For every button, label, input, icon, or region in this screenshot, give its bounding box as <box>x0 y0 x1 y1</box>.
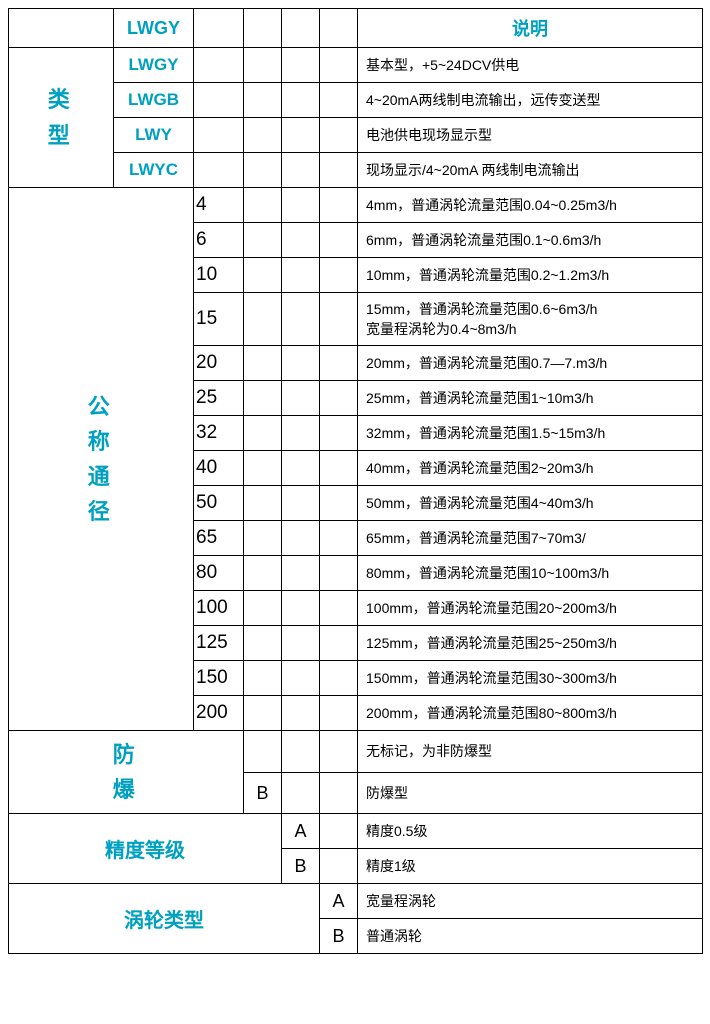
dia-desc: 20mm，普通涡轮流量范围0.7—7.m3/h <box>358 346 703 381</box>
type-desc: 基本型，+5~24DCV供电 <box>358 48 703 83</box>
dia-n: 6 <box>194 223 244 258</box>
turbine-label: 涡轮类型 <box>9 884 320 954</box>
dia-n: 10 <box>194 258 244 293</box>
accuracy-row: 精度等级 A 精度0.5级 <box>9 814 703 849</box>
header-empty <box>320 9 358 48</box>
dia-n: 25 <box>194 381 244 416</box>
type-code: LWY <box>114 118 194 153</box>
type-label: 类 型 <box>9 48 114 188</box>
accuracy-desc: 精度1级 <box>358 849 703 884</box>
dia-desc: 80mm，普通涡轮流量范围10~100m3/h <box>358 556 703 591</box>
header-empty <box>282 9 320 48</box>
header-empty <box>9 9 114 48</box>
accuracy-desc: 精度0.5级 <box>358 814 703 849</box>
explosion-desc: 防爆型 <box>358 772 703 814</box>
dia-n: 200 <box>194 696 244 731</box>
turbine-code: B <box>320 919 358 954</box>
header-empty <box>194 9 244 48</box>
diameter-label: 公 称 通 径 <box>9 188 194 731</box>
turbine-desc: 宽量程涡轮 <box>358 884 703 919</box>
explosion-label: 防 爆 <box>9 731 244 814</box>
type-desc: 现场显示/4~20mA 两线制电流输出 <box>358 153 703 188</box>
dia-desc: 6mm，普通涡轮流量范围0.1~0.6m3/h <box>358 223 703 258</box>
type-desc: 电池供电现场显示型 <box>358 118 703 153</box>
dia-n: 20 <box>194 346 244 381</box>
accuracy-code: B <box>282 849 320 884</box>
dia-desc: 200mm，普通涡轮流量范围80~800m3/h <box>358 696 703 731</box>
turbine-code: A <box>320 884 358 919</box>
type-row: LWY 电池供电现场显示型 <box>9 118 703 153</box>
explosion-row: 防 爆 无标记，为非防爆型 <box>9 731 703 773</box>
header-desc: 说明 <box>358 9 703 48</box>
dia-desc: 40mm，普通涡轮流量范围2~20m3/h <box>358 451 703 486</box>
dia-desc: 150mm，普通涡轮流量范围30~300m3/h <box>358 661 703 696</box>
accuracy-code: A <box>282 814 320 849</box>
dia-desc: 10mm，普通涡轮流量范围0.2~1.2m3/h <box>358 258 703 293</box>
type-row: LWYC 现场显示/4~20mA 两线制电流输出 <box>9 153 703 188</box>
dia-n: 15 <box>194 293 244 346</box>
type-row: LWGB 4~20mA两线制电流输出，远传变送型 <box>9 83 703 118</box>
dia-n: 80 <box>194 556 244 591</box>
turbine-row: 涡轮类型 A 宽量程涡轮 <box>9 884 703 919</box>
explosion-desc: 无标记，为非防爆型 <box>358 731 703 773</box>
dia-desc: 4mm，普通涡轮流量范围0.04~0.25m3/h <box>358 188 703 223</box>
type-code: LWGB <box>114 83 194 118</box>
type-code: LWGY <box>114 48 194 83</box>
spec-table: LWGY 说明 类 型 LWGY 基本型，+5~24DCV供电 LWGB 4~2… <box>8 8 703 954</box>
dia-n: 150 <box>194 661 244 696</box>
dia-n: 65 <box>194 521 244 556</box>
dia-n: 4 <box>194 188 244 223</box>
dia-desc: 50mm，普通涡轮流量范围4~40m3/h <box>358 486 703 521</box>
dia-n: 125 <box>194 626 244 661</box>
type-code: LWYC <box>114 153 194 188</box>
dia-n: 50 <box>194 486 244 521</box>
header-lwgy: LWGY <box>114 9 194 48</box>
table-header-row: LWGY 说明 <box>9 9 703 48</box>
type-desc: 4~20mA两线制电流输出，远传变送型 <box>358 83 703 118</box>
header-empty <box>244 9 282 48</box>
accuracy-label: 精度等级 <box>9 814 282 884</box>
dia-desc: 25mm，普通涡轮流量范围1~10m3/h <box>358 381 703 416</box>
type-row: 类 型 LWGY 基本型，+5~24DCV供电 <box>9 48 703 83</box>
explosion-code: B <box>244 772 282 814</box>
dia-n: 32 <box>194 416 244 451</box>
dia-desc: 65mm，普通涡轮流量范围7~70m3/ <box>358 521 703 556</box>
dia-row: 公 称 通 径 4 4mm，普通涡轮流量范围0.04~0.25m3/h <box>9 188 703 223</box>
dia-n: 40 <box>194 451 244 486</box>
dia-desc: 32mm，普通涡轮流量范围1.5~15m3/h <box>358 416 703 451</box>
explosion-code <box>244 731 282 773</box>
dia-n: 100 <box>194 591 244 626</box>
dia-desc: 15mm，普通涡轮流量范围0.6~6m3/h 宽量程涡轮为0.4~8m3/h <box>358 293 703 346</box>
dia-desc: 125mm，普通涡轮流量范围25~250m3/h <box>358 626 703 661</box>
turbine-desc: 普通涡轮 <box>358 919 703 954</box>
dia-desc: 100mm，普通涡轮流量范围20~200m3/h <box>358 591 703 626</box>
